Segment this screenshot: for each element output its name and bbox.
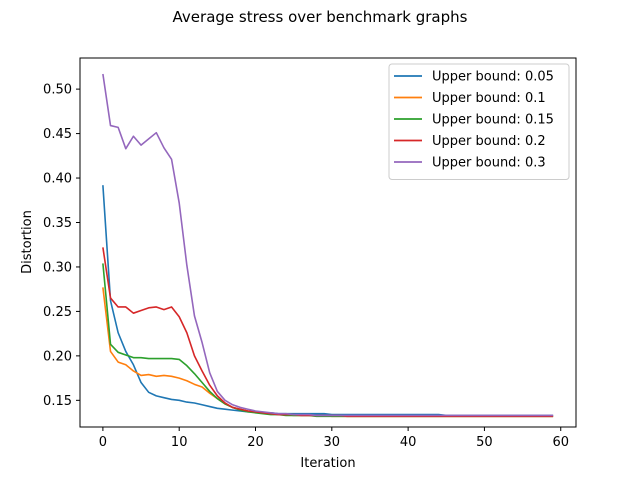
chart-title: Average stress over benchmark graphs: [173, 8, 468, 26]
plot-area: [79, 57, 577, 428]
y-tick-label: 0.25: [43, 305, 72, 320]
legend-entry: Upper bound: 0.2: [432, 134, 546, 149]
x-axis: 0 10 20 30 40 50 60: [99, 427, 569, 450]
y-tick-label: 0.15: [43, 394, 72, 409]
x-tick-label: 50: [476, 435, 493, 450]
y-tick-label: 0.20: [43, 349, 72, 364]
y-axis-label: Distortion: [20, 210, 35, 274]
series-line-4: [102, 247, 554, 418]
series-line-1: [102, 185, 554, 417]
legend-box: [388, 63, 570, 180]
x-tick-label: 0: [99, 435, 107, 450]
x-tick-label: 60: [552, 435, 569, 450]
y-tick-label: 0.35: [43, 216, 72, 231]
legend: Upper bound: 0.05 Upper bound: 0.1 Upper b…: [388, 63, 570, 180]
series-line-5: [102, 73, 554, 417]
plot-frame: [79, 57, 577, 428]
y-tick-label: 0.45: [43, 127, 72, 142]
x-tick-label: 10: [171, 435, 188, 450]
legend-entry: Upper bound: 0.3: [432, 156, 546, 171]
x-axis-label: Iteration: [300, 456, 355, 471]
y-tick-label: 0.40: [43, 172, 72, 187]
legend-entry: Upper bound: 0.05: [432, 70, 554, 85]
y-axis: 0.15 0.20 0.25 0.30 0.35 0.40 0.45 0.50: [43, 83, 80, 409]
x-tick-label: 40: [400, 435, 417, 450]
y-tick-label: 0.50: [43, 83, 72, 98]
legend-entry: Upper bound: 0.15: [432, 113, 554, 128]
series-layer: [102, 73, 554, 418]
series-line-3: [102, 263, 554, 418]
y-tick-label: 0.30: [43, 260, 72, 275]
x-tick-label: 20: [247, 435, 264, 450]
legend-entry: Upper bound: 0.1: [432, 91, 546, 106]
x-tick-label: 30: [324, 435, 341, 450]
